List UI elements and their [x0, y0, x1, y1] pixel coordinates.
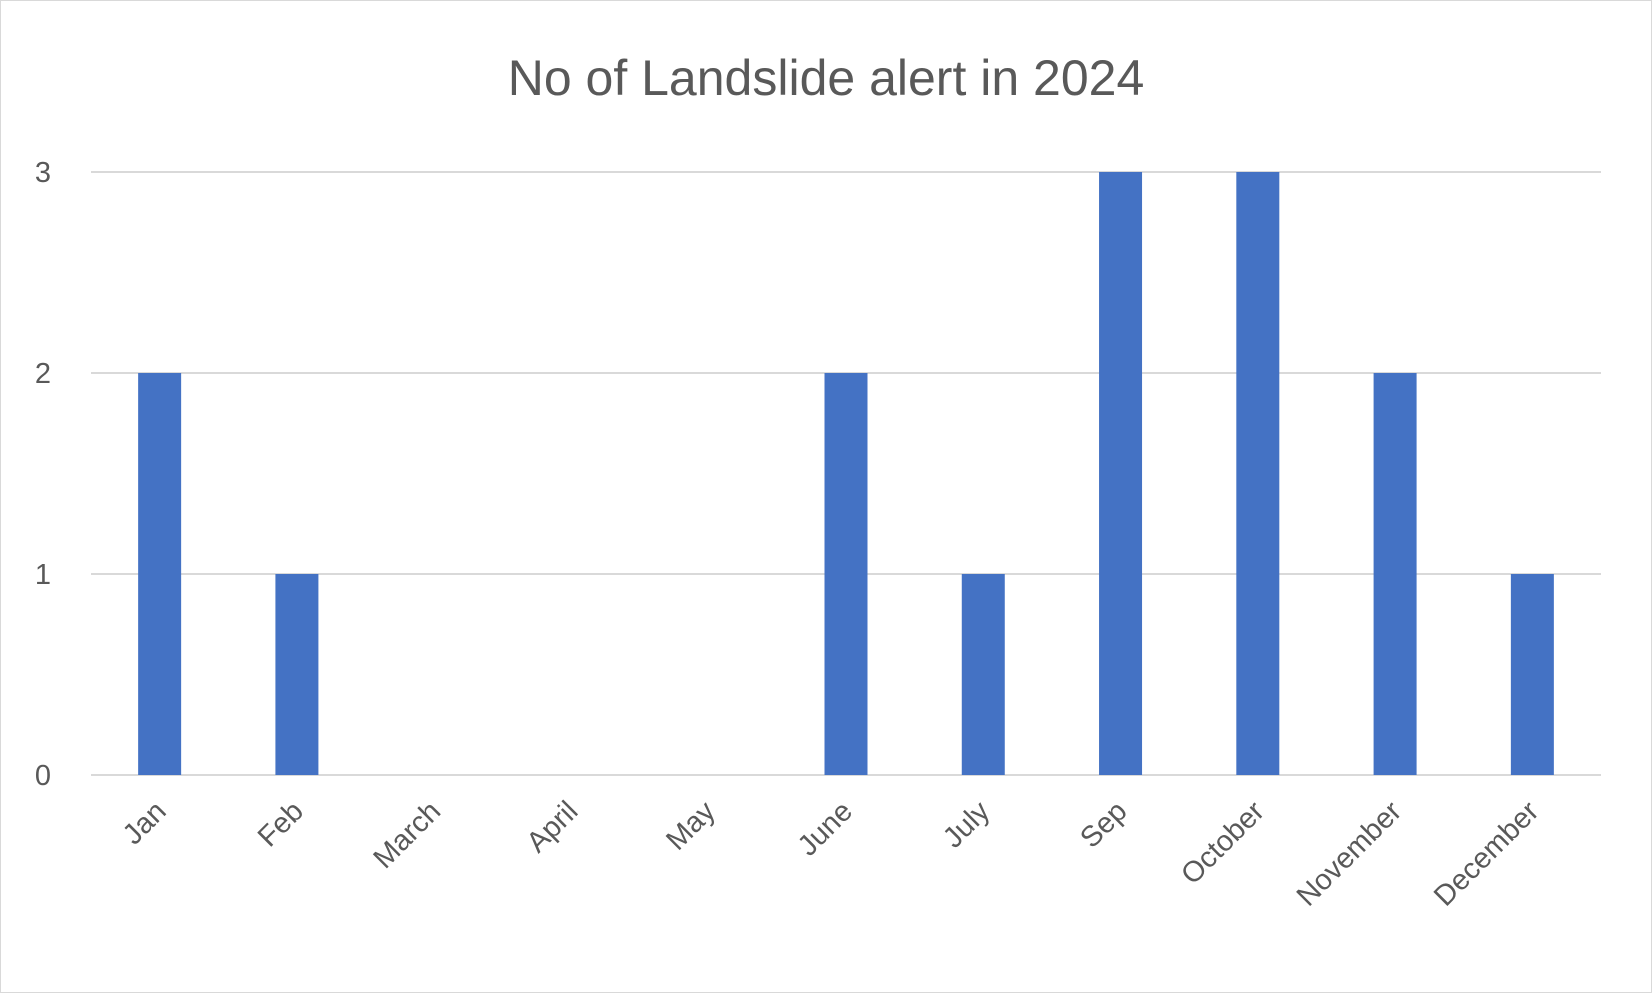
y-axis-ticks: 0 1 2 3: [35, 157, 51, 792]
y-tick-label: 1: [35, 559, 51, 591]
bar-feb: [275, 574, 319, 775]
x-tick-label: July: [937, 795, 996, 854]
x-tick-label: October: [1175, 795, 1271, 891]
bars: [138, 172, 1554, 775]
x-tick-label: May: [660, 795, 722, 857]
x-tick-label: Feb: [252, 795, 310, 853]
x-tick-label: December: [1428, 795, 1545, 912]
y-tick-label: 3: [35, 157, 51, 189]
x-tick-label: Sep: [1074, 795, 1133, 854]
x-tick-label: June: [792, 795, 859, 862]
x-axis-ticks: Jan Feb March April May June July Sep October Nov…: [117, 795, 1546, 913]
x-tick-label: April: [521, 795, 585, 859]
x-tick-label: Jan: [117, 795, 173, 851]
chart-title: No of Landslide alert in 2024: [508, 50, 1145, 106]
bar-october: [1236, 172, 1280, 775]
y-tick-label: 0: [35, 760, 51, 792]
x-tick-label: November: [1291, 795, 1408, 912]
x-tick-label: March: [368, 795, 448, 875]
bar-june: [824, 373, 868, 775]
bar-sep: [1099, 172, 1143, 775]
y-tick-label: 2: [35, 358, 51, 390]
bar-december: [1510, 574, 1554, 775]
bar-jan: [138, 373, 182, 775]
bar-july: [961, 574, 1005, 775]
bar-november: [1373, 373, 1417, 775]
